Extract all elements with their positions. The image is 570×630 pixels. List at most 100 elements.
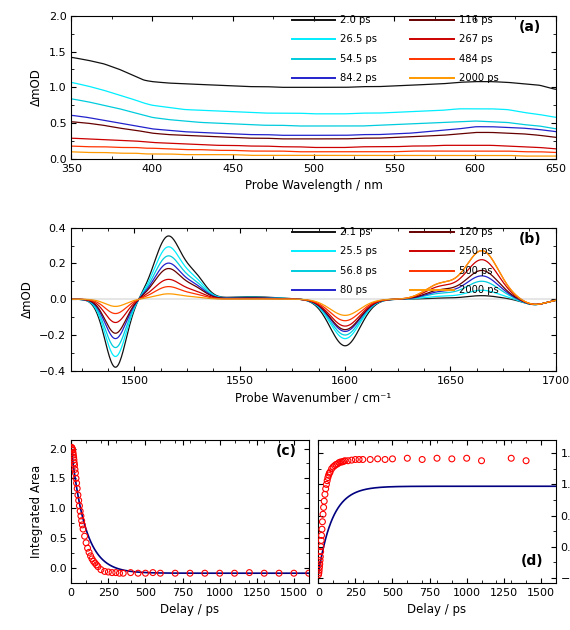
Point [115, 568, 124, 578]
Point [316, 551, 325, 561]
Y-axis label: ΔmOD: ΔmOD [30, 69, 43, 106]
Point [330, 461, 339, 471]
Point [96, 564, 105, 575]
Point [148, 568, 157, 578]
Point [335, 457, 344, 467]
Point [381, 454, 390, 464]
Point [70, 455, 79, 465]
Point [275, 568, 284, 578]
Point [156, 568, 165, 578]
Point [304, 568, 314, 578]
Point [74, 490, 83, 500]
Point [76, 506, 85, 516]
Point [319, 509, 328, 519]
Point [70, 458, 79, 468]
Point [70, 460, 79, 470]
Point [68, 444, 77, 454]
Point [340, 455, 349, 466]
X-axis label: Delay / ps: Delay / ps [408, 603, 467, 616]
Text: 25.5 ps: 25.5 ps [340, 246, 377, 256]
Point [316, 542, 325, 552]
Point [80, 531, 89, 541]
Point [77, 516, 86, 526]
Point [92, 560, 101, 570]
Point [108, 568, 117, 578]
Point [141, 568, 150, 578]
Point [358, 454, 367, 464]
Point [325, 467, 335, 477]
Point [290, 568, 299, 578]
Point [433, 453, 442, 463]
Point [230, 568, 239, 578]
Point [83, 543, 92, 553]
Text: (d): (d) [521, 554, 544, 568]
Point [343, 455, 352, 466]
Point [522, 455, 531, 466]
Point [315, 562, 324, 572]
Point [418, 454, 427, 464]
Text: 2.1 ps: 2.1 ps [340, 227, 370, 237]
Point [74, 495, 83, 505]
Point [69, 452, 78, 462]
Point [316, 547, 325, 557]
Point [351, 454, 360, 464]
Point [336, 457, 345, 467]
Point [126, 568, 135, 578]
Text: 2.0 ps: 2.0 ps [340, 15, 370, 25]
Text: 56.8 ps: 56.8 ps [340, 266, 377, 275]
Point [200, 568, 209, 578]
Point [317, 530, 326, 541]
Point [72, 483, 82, 493]
Point [323, 476, 332, 486]
Point [324, 470, 333, 480]
Point [477, 455, 486, 466]
Point [71, 468, 80, 478]
Point [72, 478, 81, 488]
Text: 80 ps: 80 ps [340, 285, 367, 295]
Text: (a): (a) [519, 20, 541, 34]
Point [403, 453, 412, 463]
Text: (b): (b) [519, 232, 541, 246]
Point [347, 455, 356, 465]
Point [245, 568, 254, 578]
Point [67, 442, 76, 452]
Point [91, 558, 100, 568]
Point [78, 520, 87, 530]
Point [68, 445, 78, 455]
Point [71, 473, 80, 483]
Point [320, 490, 329, 500]
Point [67, 443, 76, 453]
Point [319, 502, 328, 512]
Point [317, 536, 326, 546]
Text: 250 ps: 250 ps [459, 246, 492, 256]
Point [327, 464, 336, 474]
Point [170, 568, 180, 578]
Text: 484 ps: 484 ps [459, 54, 492, 64]
Point [325, 468, 334, 478]
Point [100, 566, 109, 576]
Y-axis label: Integrated Area: Integrated Area [30, 464, 43, 558]
Point [89, 556, 98, 566]
Point [365, 454, 374, 464]
Point [318, 517, 327, 527]
Point [373, 454, 382, 464]
Point [215, 568, 224, 578]
Point [328, 462, 337, 472]
Point [87, 554, 96, 564]
Text: 26.5 ps: 26.5 ps [340, 35, 377, 44]
Point [68, 448, 78, 458]
Text: 54.5 ps: 54.5 ps [340, 54, 377, 64]
Point [133, 568, 142, 578]
Point [492, 401, 501, 411]
Point [86, 551, 95, 561]
Point [332, 459, 341, 469]
X-axis label: Probe Wavelength / nm: Probe Wavelength / nm [245, 180, 382, 192]
Point [119, 568, 128, 578]
Point [314, 570, 323, 580]
Point [69, 450, 78, 460]
Text: 116 ps: 116 ps [459, 15, 492, 25]
Point [320, 496, 329, 507]
X-axis label: Probe Wavenumber / cm⁻¹: Probe Wavenumber / cm⁻¹ [235, 391, 392, 404]
Point [355, 454, 364, 464]
Point [75, 501, 84, 511]
